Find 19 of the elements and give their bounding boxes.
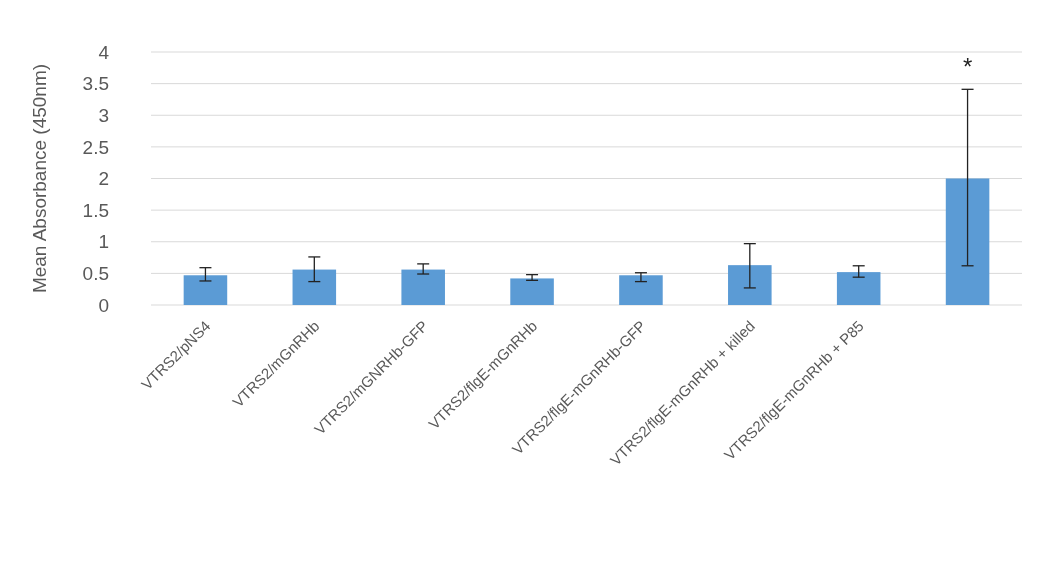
bar bbox=[292, 269, 337, 305]
bar bbox=[510, 278, 554, 305]
y-tick-label: 1 bbox=[98, 231, 109, 253]
y-tick-label: 0 bbox=[98, 294, 109, 316]
y-tick-label: 1.5 bbox=[82, 199, 109, 221]
y-axis-title: Mean Absorbance (450nm) bbox=[29, 63, 50, 294]
bar bbox=[728, 265, 772, 305]
bar bbox=[183, 275, 228, 305]
y-tick-label: 0.5 bbox=[82, 263, 109, 285]
bar bbox=[945, 178, 990, 305]
y-tick-label: 4 bbox=[98, 41, 110, 63]
y-tick-label: 3 bbox=[98, 104, 109, 126]
y-tick-label: 2 bbox=[98, 168, 109, 190]
bar bbox=[836, 272, 881, 305]
bar bbox=[619, 275, 663, 305]
y-tick-label: 3.5 bbox=[82, 73, 109, 95]
bar bbox=[401, 269, 445, 305]
annotation: * bbox=[962, 53, 973, 81]
y-tick-label: 2.5 bbox=[82, 136, 109, 158]
